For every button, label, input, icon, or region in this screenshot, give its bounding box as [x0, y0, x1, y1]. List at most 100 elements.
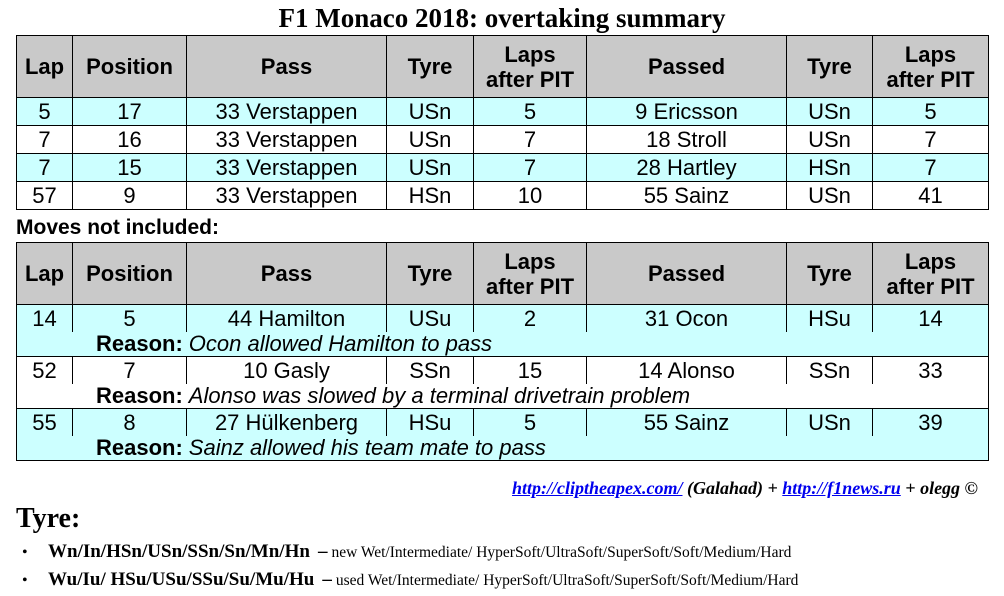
cell-passed-laps-after-pit: 39	[872, 408, 989, 436]
reason-label: Reason:	[96, 383, 183, 408]
header-laps-line1: Laps	[504, 248, 556, 274]
table-row: 7 15 33 Verstappen USn 7 28 Hartley HSn …	[16, 153, 989, 182]
cell-passed-laps-after-pit: 7	[872, 125, 989, 154]
header-laps-after-pit: Laps after PIT	[473, 35, 587, 98]
reason-cell: Reason: Sainz allowed his team mate to pa…	[16, 435, 989, 461]
table-row: 7 16 33 Verstappen USn 7 18 Stroll USn 7	[16, 125, 989, 154]
table-header-row: Lap Position Pass Tyre Laps after PIT Pas…	[16, 242, 989, 305]
cell-pass: 33 Verstappen	[186, 125, 387, 154]
header-laps-line1: Laps	[904, 41, 957, 67]
cell-tyre: USu	[386, 304, 474, 332]
cell-passed-tyre: SSn	[786, 356, 873, 384]
tyre-description: new Wet/Intermediate/ HyperSoft/UltraSof…	[331, 544, 792, 561]
header-laps-line1: Laps	[904, 248, 957, 274]
reason-text: Sainz allowed his team mate to pass	[188, 435, 546, 460]
cell-passed-laps-after-pit: 7	[872, 153, 989, 182]
cell-position: 16	[72, 125, 187, 154]
cell-position: 5	[72, 304, 187, 332]
reason-text: Ocon allowed Hamilton to pass	[188, 331, 493, 356]
cell-passed-tyre: HSn	[786, 153, 873, 182]
reason-label: Reason:	[96, 331, 183, 356]
cell-tyre: HSu	[386, 408, 474, 436]
header-tyre: Tyre	[386, 242, 474, 305]
table-header-row: Lap Position Pass Tyre Laps after PIT Pas…	[16, 35, 989, 98]
reason-row: Reason: Sainz allowed his team mate to pa…	[16, 435, 989, 461]
cell-pass: 10 Gasly	[186, 356, 387, 384]
credit-author-2: olegg ©	[920, 478, 978, 498]
cell-lap: 14	[16, 304, 73, 332]
cell-pass: 44 Hamilton	[186, 304, 387, 332]
f1news-link[interactable]: http://f1news.ru	[782, 478, 901, 498]
reason-row: Reason: Ocon allowed Hamilton to pass	[16, 331, 989, 357]
cell-laps-after-pit: 5	[473, 408, 587, 436]
cell-passed: 55 Sainz	[586, 181, 787, 210]
cell-passed: 55 Sainz	[586, 408, 787, 436]
tyre-description: used Wet/Intermediate/ HyperSoft/UltraSo…	[335, 572, 799, 589]
cell-passed-tyre: USn	[786, 125, 873, 154]
cell-tyre: HSn	[386, 181, 474, 210]
cell-position: 15	[72, 153, 187, 182]
cell-pass: 33 Verstappen	[186, 97, 387, 126]
moves-not-included-heading: Moves not included:	[16, 216, 220, 239]
reason-cell: Reason: Ocon allowed Hamilton to pass	[16, 331, 989, 357]
cell-laps-after-pit: 5	[473, 97, 587, 126]
cell-passed-laps-after-pit: 14	[872, 304, 989, 332]
tyre-codes: Wn/In/HSn/USn/SSn/Sn/Mn/Hn	[48, 541, 310, 562]
cell-passed-laps-after-pit: 33	[872, 356, 989, 384]
cell-passed: 9 Ericsson	[586, 97, 787, 126]
cell-laps-after-pit: 7	[473, 153, 587, 182]
cliptheapex-link[interactable]: http://cliptheapex.com/	[512, 478, 683, 498]
cell-passed-tyre: USn	[786, 408, 873, 436]
header-passed-tyre: Tyre	[786, 242, 873, 305]
credit-author-1: (Galahad)	[687, 478, 763, 498]
header-laps-line2: after PIT	[886, 66, 975, 92]
cell-passed: 18 Stroll	[586, 125, 787, 154]
cell-lap: 7	[16, 153, 73, 182]
cell-passed: 28 Hartley	[586, 153, 787, 182]
cell-passed-tyre: USn	[786, 97, 873, 126]
tyre-codes: Wu/Iu/ HSu/USu/SSu/Su/Mu/Hu	[48, 569, 315, 590]
dash-separator: –	[322, 569, 332, 590]
dash-separator: –	[317, 541, 328, 562]
page-title: F1 Monaco 2018: overtaking summary	[278, 3, 726, 33]
header-passed: Passed	[586, 35, 787, 98]
cell-lap: 5	[16, 97, 73, 126]
cell-laps-after-pit: 10	[473, 181, 587, 210]
cell-lap: 7	[16, 125, 73, 154]
credit-plus-2: +	[905, 478, 916, 498]
table-row: 5 17 33 Verstappen USn 5 9 Ericsson USn …	[16, 97, 989, 126]
cell-pass: 33 Verstappen	[186, 181, 387, 210]
header-pass: Pass	[186, 35, 387, 98]
header-position: Position	[72, 242, 187, 305]
cell-pass: 33 Verstappen	[186, 153, 387, 182]
credits-line: http://cliptheapex.com/ (Galahad) + http…	[512, 478, 978, 499]
reason-label: Reason:	[96, 435, 183, 460]
header-passed-laps-after-pit: Laps after PIT	[872, 242, 989, 305]
header-laps-line1: Laps	[504, 41, 556, 67]
cell-tyre: USn	[386, 153, 474, 182]
header-pass: Pass	[186, 242, 387, 305]
credit-plus-1: +	[767, 478, 778, 498]
reason-text: Alonso was slowed by a terminal drivetra…	[188, 383, 691, 408]
table-row: 57 9 33 Verstappen HSn 10 55 Sainz USn 4…	[16, 181, 989, 210]
cell-tyre: USn	[386, 97, 474, 126]
reason-cell: Reason: Alonso was slowed by a terminal d…	[16, 383, 989, 409]
cell-position: 7	[72, 356, 187, 384]
tyre-legend-heading: Tyre:	[16, 503, 81, 534]
bullet-icon: •	[22, 572, 28, 589]
bullet-icon: •	[22, 544, 28, 561]
header-passed-laps-after-pit: Laps after PIT	[872, 35, 989, 98]
cell-tyre: USn	[386, 125, 474, 154]
tyre-legend-item-used: • Wu/Iu/ HSu/USu/SSu/Su/Mu/Hu – used Wet/In…	[22, 569, 798, 591]
cell-passed-laps-after-pit: 5	[872, 97, 989, 126]
header-laps-line2: after PIT	[886, 273, 975, 299]
overtakes-table: Lap Position Pass Tyre Laps after PIT Pas…	[16, 35, 989, 210]
cell-position: 9	[72, 181, 187, 210]
cell-passed: 14 Alonso	[586, 356, 787, 384]
reason-row: Reason: Alonso was slowed by a terminal d…	[16, 383, 989, 409]
header-laps-line2: after PIT	[485, 66, 575, 92]
table-row: 14 5 44 Hamilton USu 2 31 Ocon HSu 14	[16, 304, 989, 332]
cell-passed-tyre: USn	[786, 181, 873, 210]
cell-pass: 27 Hülkenberg	[186, 408, 387, 436]
cell-position: 8	[72, 408, 187, 436]
